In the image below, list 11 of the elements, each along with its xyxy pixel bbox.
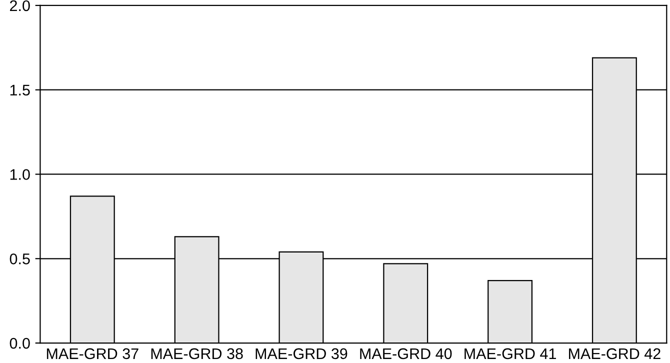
x-tick-label: MAE-GRD 42 (569, 348, 660, 360)
y-tick-label: 1.5 (10, 84, 30, 96)
x-tick-label: MAE-GRD 40 (360, 348, 452, 360)
x-tick-label: MAE-GRD 37 (46, 348, 138, 360)
x-tick-label: MAE-GRD 41 (464, 348, 556, 360)
y-tick-label: 2.0 (10, 0, 30, 12)
y-tick-label: 0.5 (10, 254, 30, 264)
y-tick-label: 0.0 (10, 338, 30, 349)
y-tick-label: 1.0 (10, 169, 30, 180)
x-tick-label: MAE-GRD 39 (256, 348, 348, 360)
x-tick-label: MAE-GRD 38 (151, 348, 243, 360)
